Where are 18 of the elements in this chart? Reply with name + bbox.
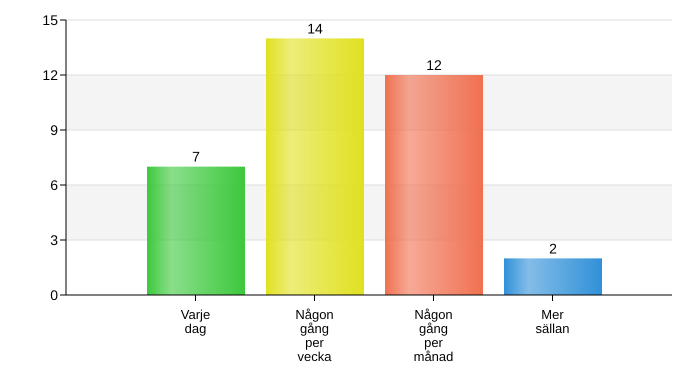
bar [147, 166, 245, 295]
data-label: 2 [549, 240, 558, 256]
x-tick-label: Någon gång per månad [414, 307, 454, 364]
bar [385, 75, 483, 295]
y-tick-label: 15 [42, 12, 58, 28]
y-tick-label: 12 [42, 66, 58, 83]
data-label: 14 [307, 20, 323, 36]
bar [504, 258, 602, 295]
data-label: 7 [192, 148, 200, 165]
x-tick-label: Någon gång per vecka [295, 307, 334, 364]
y-tick-label: 0 [50, 286, 58, 303]
x-tick-label: Varje dag [180, 307, 210, 336]
x-tick-label: Mer sällan [536, 307, 570, 336]
y-tick-label: 3 [50, 232, 58, 248]
data-label: 12 [426, 57, 442, 73]
y-tick-label: 9 [50, 122, 58, 138]
y-tick-label: 6 [50, 176, 58, 193]
bar [266, 38, 364, 295]
